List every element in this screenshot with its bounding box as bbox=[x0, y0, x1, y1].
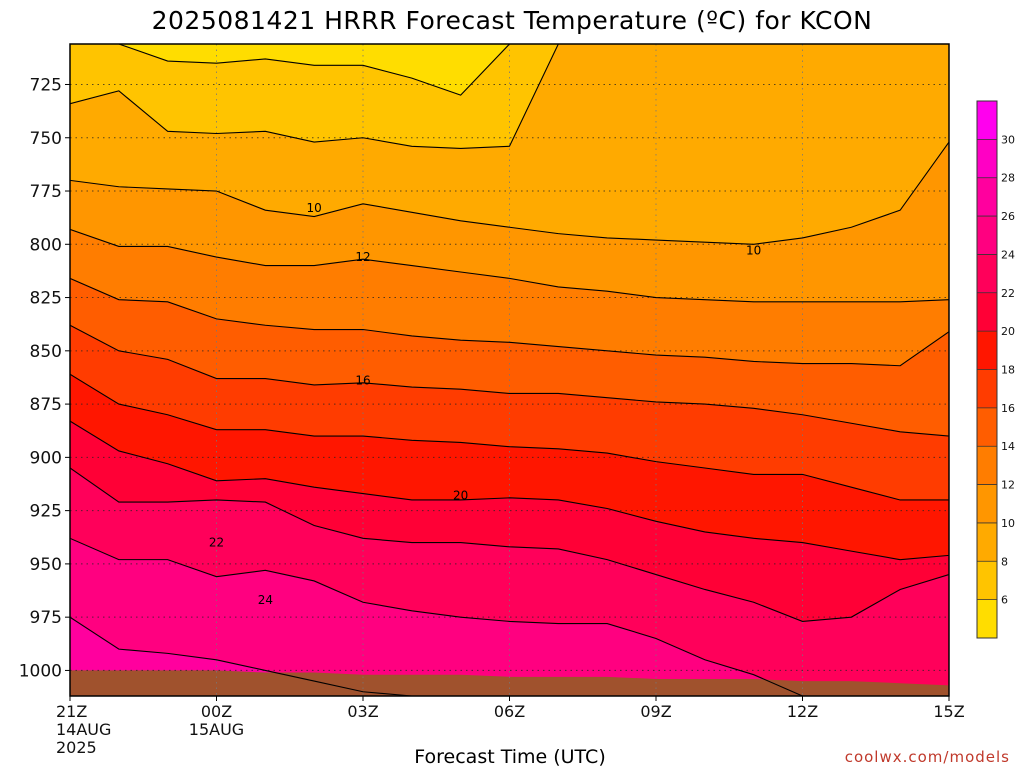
y-tick-label: 925 bbox=[30, 502, 62, 522]
colorbar-tick-label: 22 bbox=[1001, 287, 1015, 300]
x-tick-label: 21Z bbox=[56, 702, 87, 721]
contour-14 bbox=[70, 277, 949, 367]
contour-label: 16 bbox=[355, 374, 370, 388]
colorbar-tick-label: 6 bbox=[1001, 594, 1008, 607]
y-tick-label: 775 bbox=[30, 182, 62, 202]
band-22 bbox=[70, 468, 949, 696]
contour-labels: 10 10 12 16 20 22 24 bbox=[209, 201, 761, 607]
contour-18 bbox=[70, 373, 949, 501]
colorbar-band bbox=[977, 254, 997, 293]
y-tick-label: 975 bbox=[30, 608, 62, 628]
colorbar-band bbox=[977, 599, 997, 638]
contour-16 bbox=[70, 324, 949, 437]
band-14 bbox=[70, 278, 949, 437]
contour-22 bbox=[70, 467, 949, 622]
contour-8 bbox=[70, 44, 949, 149]
band-24 bbox=[70, 538, 949, 696]
colorbar-tick-label: 26 bbox=[1001, 210, 1015, 223]
colorbar-band bbox=[977, 561, 997, 600]
colorbar-band bbox=[977, 369, 997, 408]
x-tick-label: 09Z bbox=[640, 702, 671, 721]
contour-label: 24 bbox=[258, 593, 273, 607]
colorbar-band bbox=[977, 484, 997, 523]
contour-26 bbox=[70, 616, 949, 696]
colorbar-band bbox=[977, 331, 997, 370]
colorbar-tick-label: 16 bbox=[1001, 402, 1015, 415]
x-tick-label: 03Z bbox=[347, 702, 378, 721]
colorbar-tick-label: 28 bbox=[1001, 172, 1015, 185]
colorbar-band bbox=[977, 522, 997, 562]
x-tick-sublabel: 15AUG bbox=[189, 720, 244, 739]
contour-label: 10 bbox=[746, 244, 761, 258]
band-20 bbox=[70, 421, 949, 622]
colorbar-tick-label: 18 bbox=[1001, 364, 1015, 377]
y-tick-label: 725 bbox=[30, 75, 62, 95]
contour-6 bbox=[70, 44, 949, 96]
band-6 bbox=[70, 44, 949, 149]
colorbar-tick-label: 30 bbox=[1001, 133, 1015, 146]
colorbar-band bbox=[977, 101, 997, 140]
contour-label: 20 bbox=[453, 489, 468, 503]
y-axis: 725 750 775 800 825 850 875 900 925 950 975 1000 bbox=[19, 75, 70, 681]
colorbar-band bbox=[977, 139, 997, 178]
x-axis-label: Forecast Time (UTC) bbox=[414, 746, 605, 768]
contour-24 bbox=[70, 537, 949, 696]
colorbar-band bbox=[977, 292, 997, 332]
contour-20 bbox=[70, 420, 949, 561]
colorbar-tick-label: 24 bbox=[1001, 248, 1015, 261]
band-18 bbox=[70, 374, 949, 560]
colorbar-band bbox=[977, 446, 997, 485]
y-tick-label: 875 bbox=[30, 395, 62, 415]
x-tick-label: 15Z bbox=[933, 702, 964, 721]
x-tick-sublabel: 2025 bbox=[56, 738, 97, 757]
isotherm-contours bbox=[70, 44, 949, 696]
contour-10 bbox=[70, 141, 949, 245]
contour-label: 22 bbox=[209, 536, 224, 550]
y-tick-label: 825 bbox=[30, 289, 62, 309]
x-tick-label: 06Z bbox=[494, 702, 525, 721]
colorbar-tick-label: 20 bbox=[1001, 325, 1015, 338]
y-tick-label: 950 bbox=[30, 555, 62, 575]
colorbar-band bbox=[977, 177, 997, 217]
colorbar-tick-label: 14 bbox=[1001, 440, 1015, 453]
colorbar-tick-label: 12 bbox=[1001, 479, 1015, 492]
colorbar-band bbox=[977, 216, 997, 255]
credit-text[interactable]: coolwx.com/models bbox=[845, 748, 1010, 766]
x-tick-label: 00Z bbox=[201, 702, 232, 721]
band-10 bbox=[70, 142, 949, 302]
y-tick-label: 900 bbox=[30, 448, 62, 468]
y-tick-label: 1000 bbox=[19, 661, 62, 681]
contour-label: 12 bbox=[355, 250, 370, 264]
band-below-6 bbox=[70, 44, 949, 96]
x-tick-sublabel: 14AUG bbox=[56, 720, 111, 739]
colorbar-band bbox=[977, 407, 997, 447]
colorbar-tick-label: 8 bbox=[1001, 555, 1008, 568]
y-tick-label: 800 bbox=[30, 235, 62, 255]
band-8 bbox=[70, 44, 949, 245]
contour-label: 10 bbox=[307, 201, 322, 215]
chart-title: 2025081421 HRRR Forecast Temperature (ºC… bbox=[152, 6, 873, 35]
x-tick-label: 12Z bbox=[787, 702, 818, 721]
y-tick-label: 750 bbox=[30, 129, 62, 149]
contour-12 bbox=[70, 228, 949, 303]
colorbar-tick-label: 10 bbox=[1001, 517, 1015, 530]
colorbar: 6 8 10 12 14 16 18 20 22 24 26 28 30 bbox=[976, 100, 1015, 639]
y-tick-label: 850 bbox=[30, 342, 62, 362]
